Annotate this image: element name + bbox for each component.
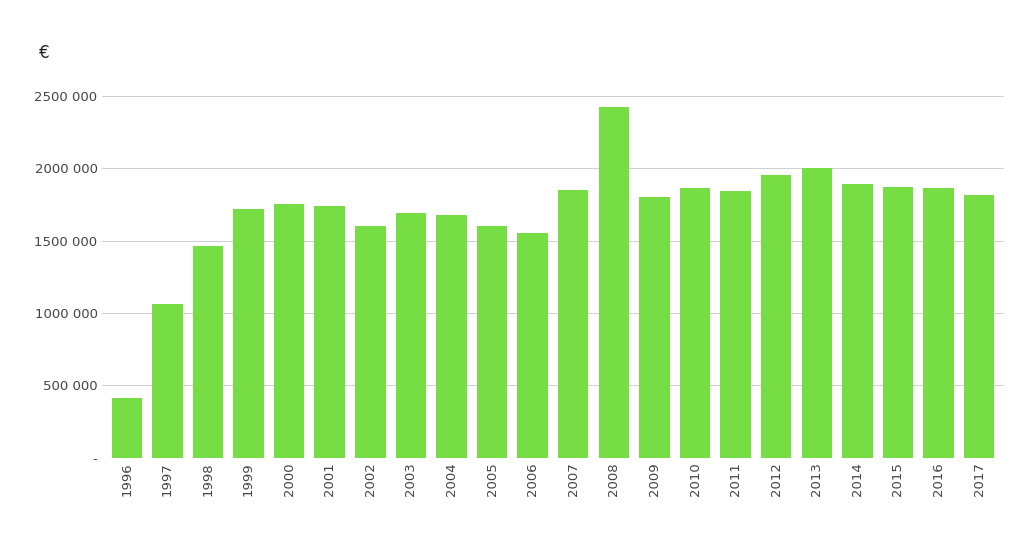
Bar [558, 190, 589, 458]
Bar [436, 214, 467, 458]
Bar [721, 191, 751, 458]
Bar [639, 197, 670, 458]
Bar [395, 213, 426, 458]
Text: €: € [39, 44, 50, 61]
Bar [802, 168, 833, 458]
Bar [112, 398, 142, 458]
Bar [883, 187, 913, 458]
Bar [924, 189, 953, 458]
Bar [193, 246, 223, 458]
Bar [761, 175, 792, 458]
Bar [477, 226, 507, 458]
Bar [273, 204, 304, 458]
Bar [153, 304, 182, 458]
Bar [964, 195, 994, 458]
Bar [233, 209, 264, 458]
Bar [314, 206, 345, 458]
Bar [355, 226, 385, 458]
Bar [680, 189, 711, 458]
Bar [599, 108, 629, 458]
Bar [842, 184, 872, 458]
Bar [517, 233, 548, 458]
